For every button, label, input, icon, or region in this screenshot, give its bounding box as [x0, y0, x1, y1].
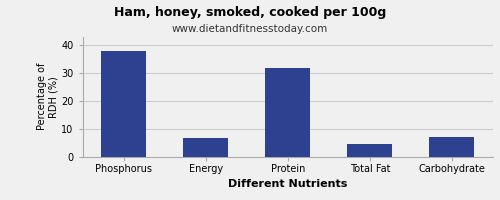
Text: Ham, honey, smoked, cooked per 100g: Ham, honey, smoked, cooked per 100g [114, 6, 386, 19]
Bar [348, 144, 393, 157]
Bar [184, 138, 228, 157]
Bar [102, 51, 146, 157]
Y-axis label: Percentage of
RDH (%): Percentage of RDH (%) [37, 63, 58, 130]
Bar [266, 68, 310, 157]
Title: Ham, honey, smoked, cooked per 100g
www.dietandfitnesstoday.com: Ham, honey, smoked, cooked per 100g www.… [0, 199, 1, 200]
X-axis label: Different Nutrients: Different Nutrients [228, 179, 348, 189]
Text: www.dietandfitnesstoday.com: www.dietandfitnesstoday.com [172, 24, 328, 34]
Bar [430, 137, 474, 157]
